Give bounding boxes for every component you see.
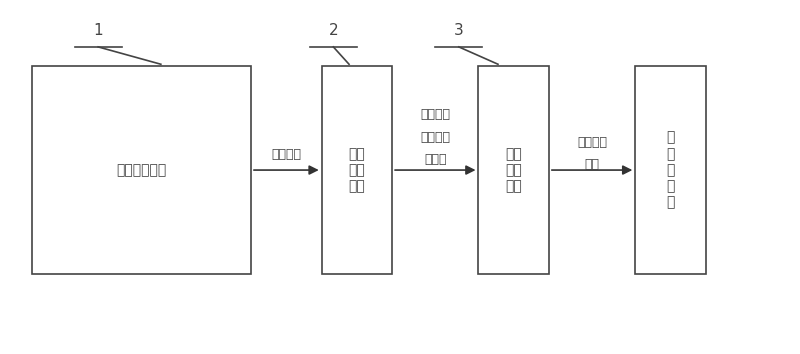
Text: 幅值
调整
电路: 幅值 调整 电路 bbox=[349, 147, 366, 193]
Text: 符合旋转: 符合旋转 bbox=[420, 108, 450, 121]
Bar bbox=[322, 66, 392, 274]
Text: 1: 1 bbox=[94, 23, 103, 38]
Text: 正弦励磁: 正弦励磁 bbox=[577, 136, 607, 149]
Text: 3: 3 bbox=[454, 23, 464, 38]
Text: 2: 2 bbox=[329, 23, 338, 38]
Bar bbox=[635, 66, 706, 274]
Text: 变压器幅: 变压器幅 bbox=[420, 131, 450, 144]
Bar bbox=[31, 66, 251, 274]
Text: 功率
放大
电路: 功率 放大 电路 bbox=[506, 147, 522, 193]
Text: 旋
转
变
压
器: 旋 转 变 压 器 bbox=[666, 131, 674, 210]
Text: 信号: 信号 bbox=[585, 158, 599, 171]
Text: 值要求: 值要求 bbox=[424, 153, 446, 166]
Bar bbox=[478, 66, 549, 274]
Text: 正弦振荡电路: 正弦振荡电路 bbox=[116, 163, 166, 177]
Text: 正弦信号: 正弦信号 bbox=[271, 148, 302, 161]
